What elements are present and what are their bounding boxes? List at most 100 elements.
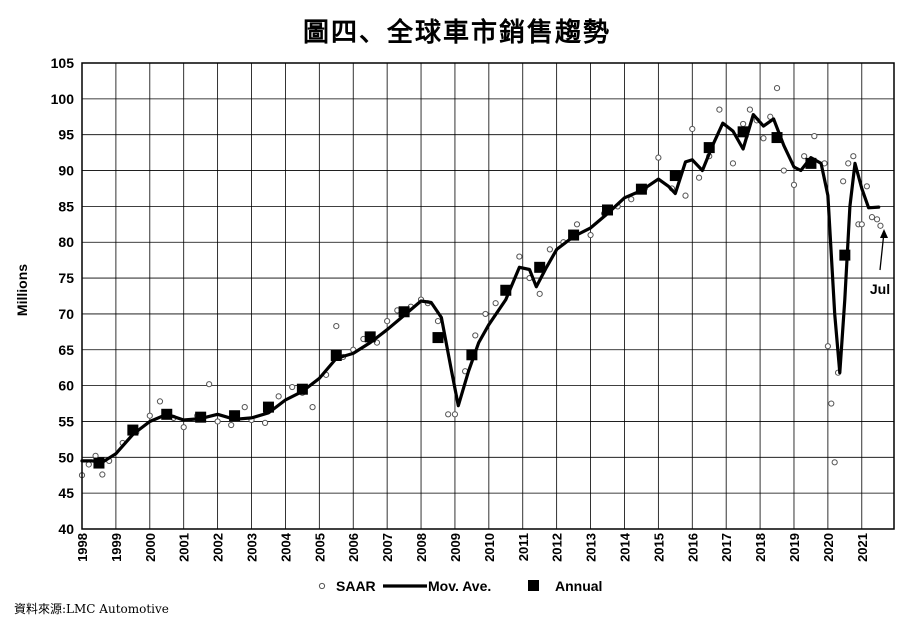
x-tick-label: 2019 [787,533,802,562]
saar-point [492,300,499,307]
x-tick-label: 2000 [143,533,158,562]
saar-point [746,106,754,113]
x-axis-ticks: 1998 1999 2000 2001 2002 2003 2004 2005 2006 2007… [75,532,870,562]
grid [81,62,894,530]
saar-point [472,332,479,339]
annual-point [262,401,274,413]
plot-frame [81,62,895,530]
saar-point [99,471,106,478]
saar-point [451,411,459,418]
x-tick-label: 2014 [617,532,632,562]
saar-point [275,393,282,400]
saar-point [261,419,269,426]
x-tick-label: 1998 [75,533,90,562]
annual-point [127,424,139,436]
saar-point [689,125,696,133]
saar-point [850,153,857,160]
saar-point [85,461,92,468]
annual-point [568,229,580,241]
saar-point [877,222,884,229]
x-tick-label: 2008 [414,533,429,562]
saar-point [824,343,831,350]
x-tick-label: 1999 [109,533,124,562]
y-tick-label: 40 [58,521,74,537]
saar-point [384,317,391,325]
annual-point [635,183,647,195]
saar-point [309,404,316,411]
saar-point [801,153,808,160]
y-tick-label: 65 [58,342,74,358]
saar-point [214,418,221,425]
y-axis-label: Millions [14,264,30,316]
annual-point [771,132,783,144]
saar-point [873,216,881,223]
x-tick-label: 2021 [855,533,870,562]
legend-annual-marker [528,580,539,591]
y-tick-label: 100 [51,91,75,107]
saar-point [858,221,865,228]
annual-point [737,126,749,138]
annual-point [839,249,851,261]
chart-title: 圖四、全球車市銷售趨勢 [302,18,611,48]
legend-saar-label: SAAR [336,578,376,594]
x-tick-label: 2016 [685,533,700,562]
y-tick-label: 85 [58,198,74,214]
x-tick-label: 2009 [448,533,463,562]
saar-point [333,323,340,330]
saar-point [655,154,662,161]
y-tick-label: 55 [58,413,74,429]
x-tick-label: 2004 [278,532,293,562]
y-tick-label: 90 [58,163,74,179]
annual-point [703,142,715,154]
y-tick-label: 105 [51,55,75,71]
legend-annual-label: Annual [555,578,602,594]
saar-point [289,383,296,391]
saar-point [445,411,452,418]
annual-point [432,332,444,344]
saar-point [434,317,442,325]
saar-point [780,167,787,174]
x-tick-label: 2011 [516,533,531,561]
saar-point [740,120,747,128]
saar-point [682,192,689,199]
y-tick-label: 60 [58,378,74,394]
saar-point [180,424,187,431]
saar-point [845,160,852,167]
annotation-jul: Jul [870,229,890,297]
saar-point [863,183,870,190]
annual-point [466,349,478,361]
saar-point [156,398,164,405]
saar-point [729,160,737,167]
saar-point [228,421,235,429]
y-tick-label: 50 [58,449,74,465]
legend-saar-marker [318,582,326,590]
saar-point [716,106,723,113]
annual-point [93,457,105,469]
legend: SAAR Mov. Ave. Annual [318,578,602,594]
annual-point [398,306,410,318]
saar-point [536,290,543,297]
y-tick-label: 70 [58,306,74,322]
annual-point [669,170,681,182]
y-tick-label: 95 [58,127,74,143]
saar-point [840,178,847,185]
x-tick-label: 2020 [821,533,836,562]
annual-point [195,411,207,423]
x-tick-label: 2003 [245,533,260,562]
legend-mavg-label: Mov. Ave. [428,578,491,594]
y-axis-ticks: 40 45 50 55 60 65 70 75 80 85 90 95 100 105 [51,55,75,537]
x-tick-label: 2010 [482,533,497,562]
source-note: 資料來源:LMC Automotive [14,602,169,616]
saar-point [695,174,703,181]
annotation-arrowhead [880,229,888,238]
saar-point [573,221,581,228]
saar-point [760,135,767,142]
y-tick-label: 80 [58,234,74,250]
series-annual [93,126,851,469]
x-tick-label: 2015 [651,533,666,562]
x-tick-label: 2013 [584,533,599,562]
annual-point [296,383,308,395]
annotation-arrow-line [879,231,885,271]
saar-point [146,412,153,419]
